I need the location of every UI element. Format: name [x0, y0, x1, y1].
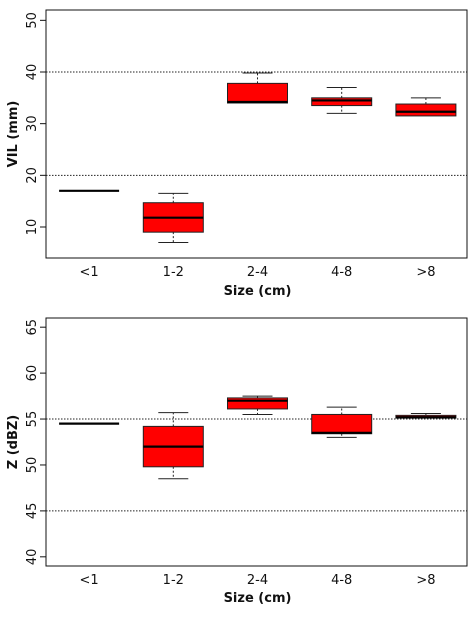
box-3 [311, 406, 373, 438]
y-tick-label: 45 [25, 503, 40, 520]
plot-frame [45, 9, 468, 259]
x-tick-label: 1-2 [163, 265, 184, 280]
x-tick-label: 4-8 [331, 265, 352, 280]
box-2 [227, 395, 288, 415]
y-tick-label: 50 [25, 12, 40, 29]
box-3 [311, 87, 373, 114]
box-4 [395, 97, 457, 117]
x-tick-label: 1-2 [163, 573, 184, 588]
y-tick-label: 60 [25, 365, 40, 382]
y-axis-title: Z (dBZ) [6, 415, 21, 469]
x-tick-label: <1 [80, 573, 99, 588]
vil-box-plot-panel: 10 20 30 40 50 <1 1-2 2-4 4-8 >8 Size (cm) VIL (mm) [6, 9, 468, 299]
y-tick-label: 30 [25, 115, 40, 132]
iqr-box [311, 413, 373, 435]
box-2 [227, 72, 288, 104]
iqr-box [395, 103, 457, 117]
iqr-box [227, 82, 288, 104]
iqr-box [311, 97, 373, 107]
y-tick-label: 55 [25, 411, 40, 428]
x-tick-label: 2-4 [247, 573, 268, 588]
y-axis-title: VIL (mm) [6, 101, 21, 168]
y-tick-label: 65 [25, 319, 40, 336]
y-tick-label: 50 [25, 457, 40, 474]
x-tick-label: 4-8 [331, 573, 352, 588]
y-tick-label: 20 [25, 167, 40, 184]
x-tick-label: <1 [80, 265, 99, 280]
x-tick-label: 2-4 [247, 265, 268, 280]
x-axis-title: Size (cm) [224, 284, 292, 299]
y-tick-label: 10 [25, 219, 40, 236]
y-tick-label: 40 [25, 64, 40, 81]
box-1 [142, 192, 204, 243]
box-1 [142, 412, 204, 480]
x-tick-label: >8 [416, 573, 435, 588]
plot-frame [45, 317, 468, 567]
y-tick-label: 40 [25, 549, 40, 566]
x-axis-title: Size (cm) [224, 591, 292, 606]
iqr-box [227, 397, 288, 410]
x-tick-label: >8 [416, 265, 435, 280]
reflectivity-box-plot-panel: 40 45 50 55 60 65 <1 1-2 2-4 4-8 >8 Size (cm) Z (dBZ… [6, 317, 468, 606]
box-4 [395, 413, 457, 419]
